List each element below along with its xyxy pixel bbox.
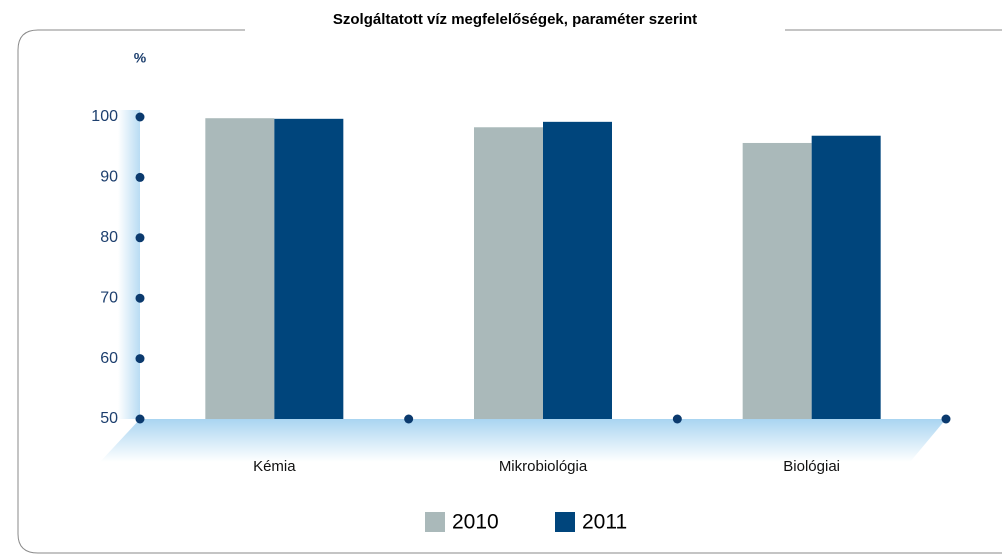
legend-label: 2011: [582, 511, 627, 534]
bar: [543, 121, 612, 419]
y-tick-label: 50: [100, 410, 118, 427]
legend-swatch: [555, 512, 575, 532]
x-tick-label: Mikrobiológia: [499, 458, 588, 475]
y-tick-label: 90: [100, 169, 118, 186]
bar: [274, 118, 344, 419]
y-tick-mark: [135, 414, 145, 424]
y-tick-label: 100: [91, 108, 118, 125]
frame: [17, 29, 1002, 554]
bar: [811, 135, 881, 419]
y-tick-mark: [135, 233, 145, 243]
y-tick-mark: [135, 293, 145, 303]
bar: [474, 127, 543, 419]
x-divider-dot: [941, 414, 951, 424]
floor-band: [100, 419, 946, 462]
bar: [205, 118, 275, 419]
y-tick-mark: [135, 172, 145, 182]
y-axis-band: [118, 110, 140, 419]
legend-label: 2010: [452, 511, 499, 534]
chart-title: Szolgáltatott víz megfelelőségek, paramé…: [333, 11, 697, 28]
y-tick-label: 60: [100, 350, 118, 367]
y-tick-label: 80: [100, 229, 118, 246]
y-tick-mark: [135, 112, 145, 122]
x-divider-dot: [672, 414, 682, 424]
legend-swatch: [425, 512, 445, 532]
x-divider-dot: [404, 414, 414, 424]
y-axis-label: %: [134, 50, 147, 66]
bar: [742, 142, 812, 420]
x-tick-label: Kémia: [253, 458, 296, 475]
x-tick-label: Biológiai: [783, 458, 840, 475]
y-tick-label: 70: [100, 289, 118, 306]
y-tick-mark: [135, 354, 145, 364]
